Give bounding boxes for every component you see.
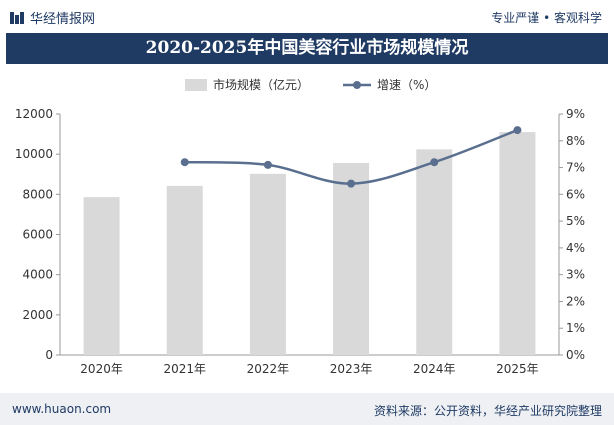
chart-title: 2020-2025年中国美容行业市场规模情况 xyxy=(6,33,608,64)
y-right-tick-label: 4% xyxy=(566,241,585,255)
y-right-tick-label: 7% xyxy=(566,161,585,175)
y-left-tick-label: 12000 xyxy=(15,107,53,121)
brand-logo-icon xyxy=(10,11,24,24)
x-tick-label: 2021年 xyxy=(163,362,206,376)
y-right-tick-label: 8% xyxy=(566,134,585,148)
y-left-tick-label: 8000 xyxy=(22,187,53,201)
growth-point xyxy=(263,160,272,169)
y-left-tick-label: 0 xyxy=(45,348,53,362)
slogan: 专业严谨 • 客观科学 xyxy=(491,11,602,25)
brand-name: 华经情报网 xyxy=(30,12,96,27)
brand: 华经情报网 xyxy=(10,8,95,27)
y-right-tick-label: 1% xyxy=(566,321,585,335)
footer-url[interactable]: www.huaon.com xyxy=(12,402,112,416)
bar xyxy=(249,173,286,355)
bar xyxy=(83,197,120,355)
footer: www.huaon.com 资料来源：公开资料，华经产业研究院整理 xyxy=(0,393,614,425)
x-tick-label: 2024年 xyxy=(413,362,456,376)
x-tick-label: 2023年 xyxy=(330,362,373,376)
legend-swatch-point xyxy=(353,81,361,89)
growth-point xyxy=(513,126,522,135)
growth-point xyxy=(430,158,439,167)
x-tick-label: 2025年 xyxy=(496,362,539,376)
y-right-tick-label: 6% xyxy=(566,187,585,201)
x-tick-label: 2020年 xyxy=(80,362,123,376)
bar xyxy=(166,185,203,355)
y-left-tick-label: 10000 xyxy=(15,147,53,161)
y-right-tick-label: 2% xyxy=(566,294,585,308)
growth-point xyxy=(180,158,189,167)
top-bar: 华经情报网 专业严谨 • 客观科学 xyxy=(0,0,614,33)
legend-swatch-bar xyxy=(185,79,207,91)
bar xyxy=(416,149,453,355)
y-left-tick-label: 6000 xyxy=(22,228,53,242)
y-left-tick-label: 2000 xyxy=(22,308,53,322)
y-right-tick-label: 9% xyxy=(566,107,585,121)
y-right-tick-label: 3% xyxy=(566,268,585,282)
growth-point xyxy=(347,179,356,188)
bar xyxy=(499,132,536,355)
y-left-tick-label: 4000 xyxy=(22,268,53,282)
y-right-tick-label: 5% xyxy=(566,214,585,228)
footer-source: 资料来源：公开资料，华经产业研究院整理 xyxy=(373,404,602,418)
chart-area: 0 2000 4000 6000 8000 10000 12000 0% 1% 2% 3% 4% 5% 6… xyxy=(15,77,585,376)
bar xyxy=(333,163,370,355)
y-right-tick-label: 0% xyxy=(566,348,585,362)
legend-label-line: 增速（%） xyxy=(377,78,436,92)
legend-label-bar: 市场规模（亿元） xyxy=(213,77,309,92)
x-tick-label: 2022年 xyxy=(247,362,290,376)
